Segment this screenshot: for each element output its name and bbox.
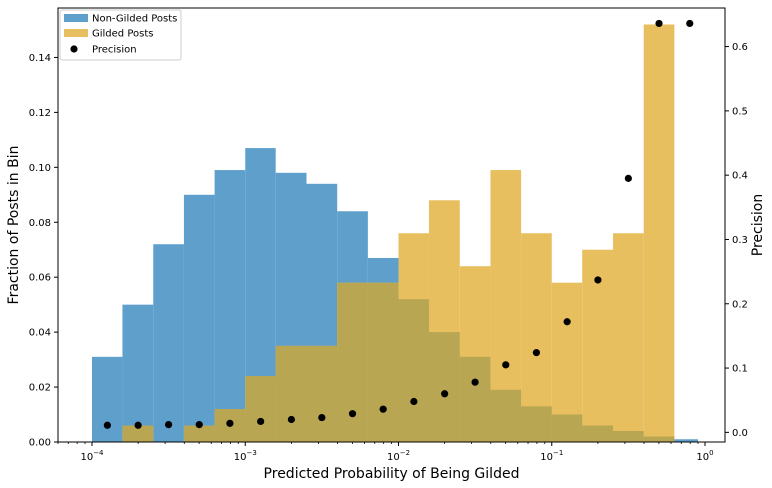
y-left-axis-label: Fraction of Posts in Bin	[6, 146, 22, 305]
y-right-tick-label: 0.5	[732, 106, 748, 117]
y-left-tick-label: 0.02	[29, 383, 51, 394]
precision-point	[164, 421, 173, 429]
overlap-bar	[122, 425, 154, 442]
legend-swatch-gilded	[64, 29, 88, 37]
legend-label-non-gilded: Non-Gilded Posts	[92, 14, 177, 25]
precision-point	[134, 421, 142, 429]
x-tick-label: 10−3	[234, 449, 257, 463]
overlap-bar	[643, 436, 675, 442]
overlap-bar	[459, 356, 491, 442]
overlap-bar	[613, 431, 644, 442]
overlap-bar	[367, 282, 399, 442]
non-gilded-bar	[674, 439, 699, 442]
x-tick-exponent: −2	[400, 449, 410, 457]
precision-point	[532, 349, 541, 357]
precision-point	[226, 419, 234, 427]
x-tick-exponent: −4	[93, 449, 104, 457]
non-gilded-bar	[122, 304, 154, 442]
y-right-tick-label: 0.3	[732, 235, 748, 246]
precision-point	[379, 405, 387, 413]
y-right-tick-label: 0.0	[732, 428, 748, 439]
precision-point	[318, 413, 326, 422]
precision-point	[441, 390, 449, 398]
precision-point	[471, 378, 479, 386]
y-left-tick-label: 0.00	[29, 438, 51, 449]
y-right-axis-ticks: 0.0 0.1 0.2 0.3 0.4 0.5 0.6	[725, 42, 748, 439]
y-left-tick-label: 0.04	[29, 328, 51, 339]
y-left-axis-ticks: 0.00 0.02 0.04 0.06 0.08 0.10 0.12 0.14	[29, 53, 58, 449]
overlap-bar	[183, 425, 215, 442]
overlap-bar	[306, 345, 338, 442]
points-layer	[103, 19, 694, 429]
y-right-axis-label: Precision	[750, 194, 766, 256]
non-gilded-bar	[214, 170, 246, 442]
overlap-bar	[398, 299, 429, 442]
bars-layer	[91, 24, 699, 442]
x-tick-exponent: −1	[553, 449, 563, 457]
precision-point	[410, 397, 418, 406]
x-tick-label: 100	[696, 449, 713, 463]
overlap-bar	[521, 406, 552, 442]
legend-marker-precision	[70, 45, 78, 53]
overlap-bar	[337, 282, 368, 442]
overlap-bar	[551, 414, 583, 442]
precision-point	[594, 276, 602, 284]
y-right-tick-label: 0.2	[732, 299, 748, 310]
y-right-tick-label: 0.6	[732, 42, 748, 53]
x-tick-exponent: −3	[246, 449, 256, 457]
x-axis-ticks: 10−4 10−3 10−2 10−1 100	[57, 442, 714, 463]
y-left-tick-label: 0.08	[29, 218, 51, 229]
non-gilded-bar	[183, 194, 215, 442]
x-tick-label: 10−2	[387, 449, 410, 463]
y-right-tick-label: 0.1	[732, 364, 748, 375]
precision-point	[257, 417, 265, 426]
precision-point	[195, 421, 203, 429]
precision-point	[686, 19, 694, 28]
precision-point	[563, 318, 571, 326]
x-tick-exponent: 0	[709, 449, 713, 457]
precision-point	[655, 19, 663, 28]
y-left-tick-label: 0.06	[29, 273, 51, 284]
gilded-bar	[643, 24, 675, 442]
y-left-tick-label: 0.12	[29, 108, 51, 119]
overlap-bar	[428, 332, 460, 442]
legend-swatch-non-gilded	[64, 14, 88, 22]
non-gilded-bar	[153, 244, 184, 442]
precision-point	[103, 421, 111, 429]
legend-box	[59, 9, 182, 61]
overlap-bar	[582, 425, 614, 442]
y-left-tick-label: 0.14	[29, 53, 51, 64]
legend-label-precision: Precision	[92, 45, 137, 56]
non-gilded-bar	[91, 356, 123, 442]
legend-label-gilded: Gilded Posts	[92, 29, 153, 40]
legend: Non-Gilded Posts Gilded Posts Precision	[59, 9, 182, 61]
x-tick-label: 10−4	[80, 449, 104, 463]
gilded-bar	[613, 233, 644, 442]
precision-point	[624, 174, 632, 182]
y-right-tick-label: 0.4	[732, 171, 748, 182]
precision-point	[502, 361, 510, 369]
overlap-bar	[245, 376, 276, 442]
x-axis-label: Predicted Probability of Being Gilded	[264, 466, 520, 482]
precision-point	[348, 410, 357, 418]
precision-point	[287, 415, 295, 424]
y-left-tick-label: 0.10	[29, 163, 51, 174]
overlap-bar	[490, 389, 522, 442]
overlap-bar	[275, 345, 307, 442]
x-tick-label: 10−1	[540, 449, 563, 463]
